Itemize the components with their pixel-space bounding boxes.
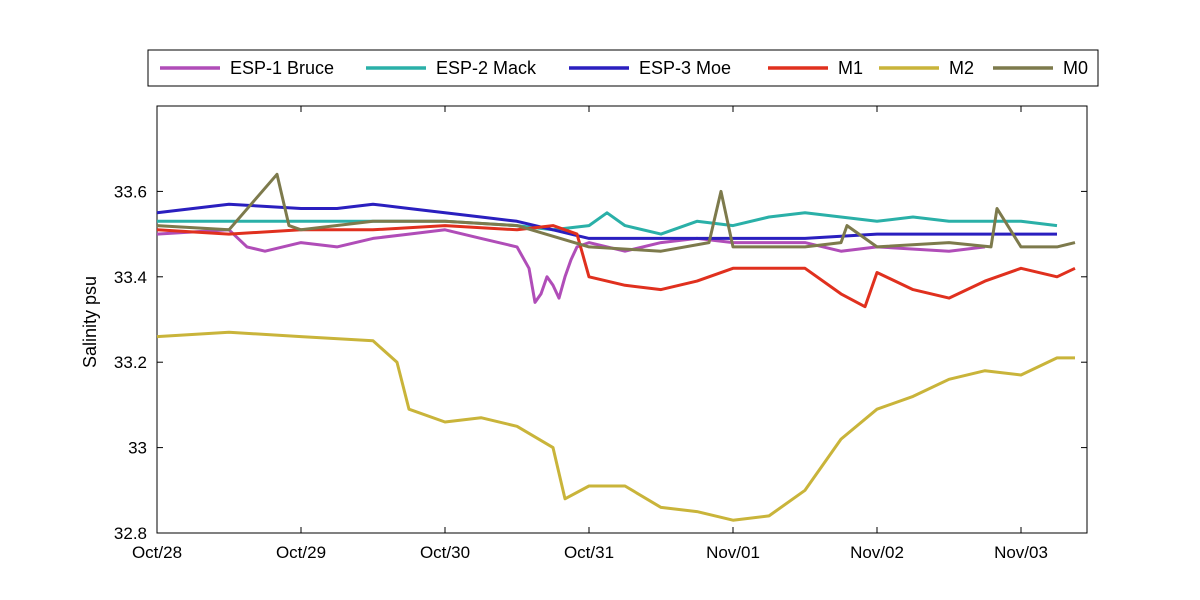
x-tick-label: Nov/01 [706, 543, 760, 562]
y-axis-label: Salinity psu [80, 276, 100, 368]
legend-label-esp-3-moe: ESP-3 Moe [639, 58, 731, 78]
series-line-m2 [156, 330, 1075, 522]
legend-label-m2: M2 [949, 58, 974, 78]
series-line-esp-3-moe [156, 202, 1057, 240]
x-tick-label: Oct/31 [564, 543, 614, 562]
x-tick-label: Oct/29 [276, 543, 326, 562]
x-tick-label: Oct/30 [420, 543, 470, 562]
axes-box [156, 105, 1088, 534]
series-line-m1 [156, 224, 1076, 309]
x-tick-label: Nov/02 [850, 543, 904, 562]
series-line-esp-1-bruce [156, 228, 986, 304]
y-tick-label: 33.6 [114, 182, 147, 201]
legend-entries: ESP-1 Bruce ESP-2 Mack ESP-3 Moe M1 M2 M0 [160, 58, 1088, 78]
plot-area: Oct/28 Oct/29 Oct/30 Oct/31 Nov/01 Nov/02 Nov/… [114, 105, 1088, 562]
legend: ESP-1 Bruce ESP-2 Mack ESP-3 Moe M1 M2 M0 [147, 49, 1099, 87]
x-tick-label: Nov/03 [994, 543, 1048, 562]
legend-label-m1: M1 [838, 58, 863, 78]
y-tick-label: 33.2 [114, 353, 147, 372]
y-tick-label: 33.4 [114, 268, 147, 287]
series-layer [156, 172, 1076, 522]
x-axis-ticks: Oct/28 Oct/29 Oct/30 Oct/31 Nov/01 Nov/02 Nov/… [132, 106, 1048, 562]
y-axis-ticks: 32.8 33 33.2 33.4 33.6 [114, 182, 1087, 543]
y-tick-label: 32.8 [114, 524, 147, 543]
y-tick-label: 33 [128, 439, 147, 458]
x-tick-label: Oct/28 [132, 543, 182, 562]
legend-label-esp-1-bruce: ESP-1 Bruce [230, 58, 334, 78]
series-line-m0 [156, 172, 1076, 253]
legend-label-m0: M0 [1063, 58, 1088, 78]
legend-label-esp-2-mack: ESP-2 Mack [436, 58, 537, 78]
